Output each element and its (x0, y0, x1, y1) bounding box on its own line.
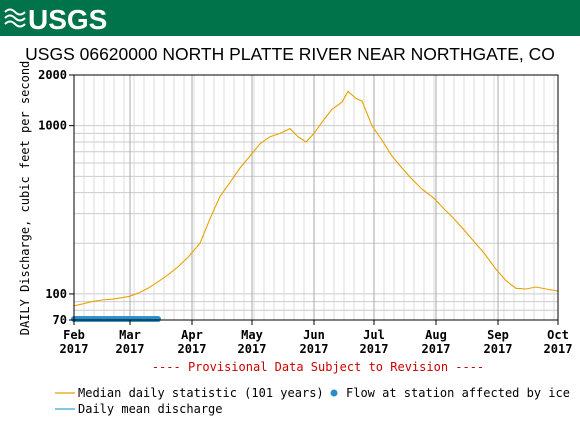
x-tick-year: 2017 (544, 342, 573, 356)
x-tick-month: Apr (181, 328, 203, 342)
x-tick-month: May (241, 328, 263, 342)
x-tick-month: Mar (119, 328, 141, 342)
x-tick-year: 2017 (484, 342, 513, 356)
x-tick-month: Feb (63, 328, 85, 342)
y-axis: 70 100 1000 2000 (38, 68, 74, 327)
legend-label-median: Median daily statistic (101 years) (78, 386, 324, 400)
x-tick-year: 2017 (422, 342, 451, 356)
y-tick-label: 1000 (38, 119, 67, 133)
x-tick-year: 2017 (238, 342, 267, 356)
x-tick-month: Jul (363, 328, 385, 342)
x-tick-year: 2017 (178, 342, 207, 356)
x-axis: Feb2017Mar2017Apr2017May2017Jun2017Jul20… (60, 320, 573, 356)
legend-label-ice: Flow at station affected by ice (346, 386, 570, 400)
y-axis-label: DAILY Discharge, cubic feet per second (18, 61, 32, 336)
legend-swatch-ice (330, 389, 338, 397)
x-tick-year: 2017 (300, 342, 329, 356)
usgs-wave-icon (4, 8, 26, 28)
x-tick-month: Jun (303, 328, 325, 342)
x-tick-month: Oct (547, 328, 569, 342)
usgs-logo-text: USGS (28, 4, 107, 35)
x-tick-year: 2017 (360, 342, 389, 356)
plot-frame (73, 74, 559, 321)
y-tick-label: 2000 (38, 68, 67, 82)
y-tick-label: 70 (53, 313, 67, 327)
grid (73, 74, 559, 321)
series-median-line (73, 90, 559, 307)
legend: Median daily statistic (101 years) Flow … (55, 386, 570, 416)
provisional-notice: ---- Provisional Data Subject to Revisio… (152, 360, 484, 374)
usgs-logo: USGS (4, 4, 107, 35)
chart-title: USGS 06620000 NORTH PLATTE RIVER NEAR NO… (25, 44, 555, 64)
ice-marker (155, 316, 161, 322)
usgs-header-band (0, 0, 580, 36)
x-tick-month: Sep (487, 328, 509, 342)
x-tick-year: 2017 (60, 342, 89, 356)
x-tick-month: Aug (425, 328, 447, 342)
legend-label-daily-mean: Daily mean discharge (78, 402, 223, 416)
y-tick-label: 100 (45, 287, 67, 301)
x-tick-year: 2017 (116, 342, 145, 356)
